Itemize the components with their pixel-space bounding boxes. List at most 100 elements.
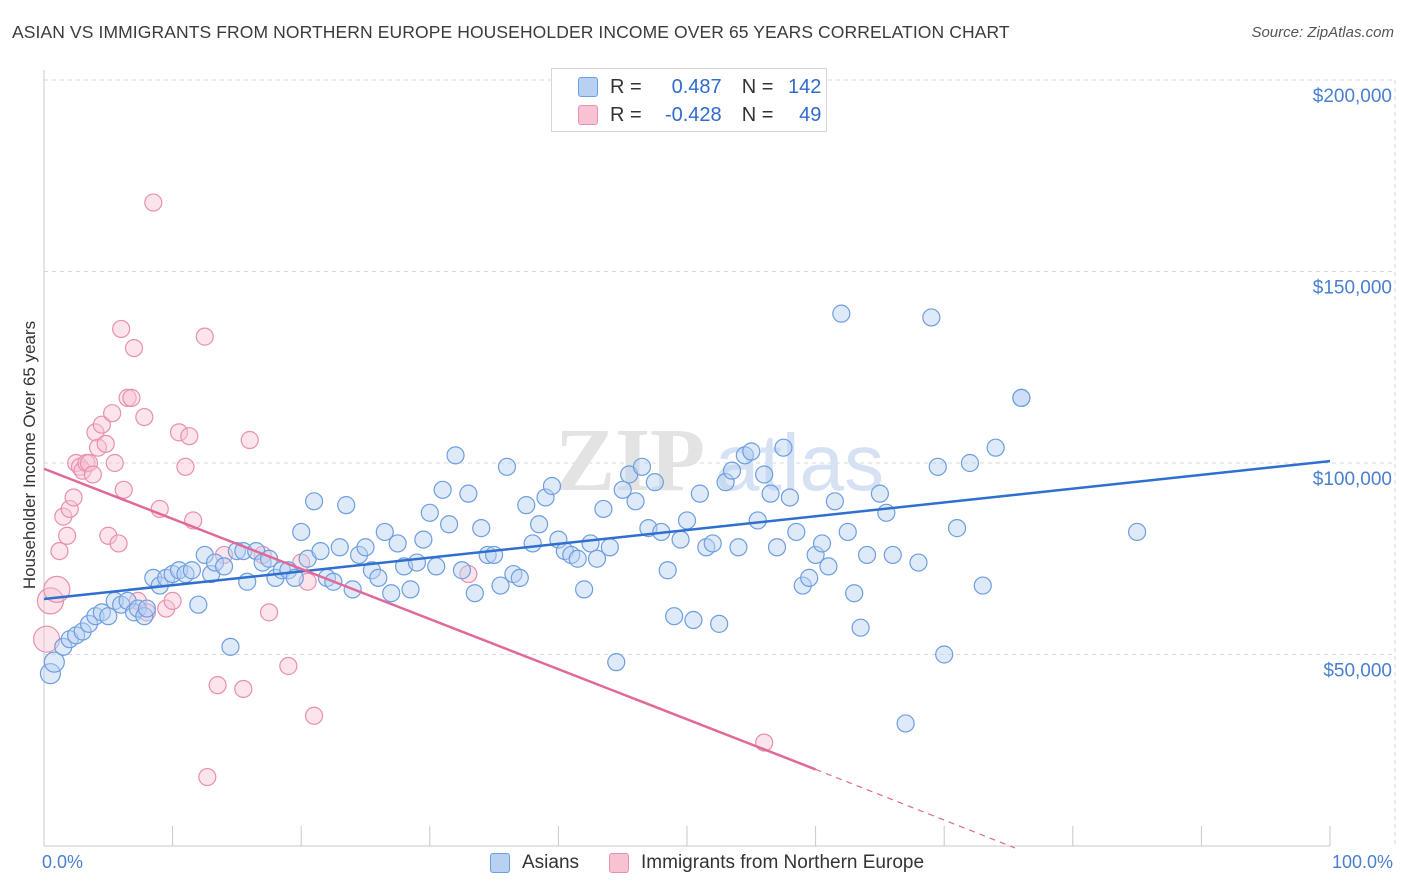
asian-point (523, 534, 542, 553)
asian-point (382, 584, 401, 603)
series-legend: Asians Immigrants from Northern Europe (490, 852, 954, 874)
asian-point (414, 530, 433, 549)
asians-swatch (578, 77, 598, 97)
x-ticks (43, 826, 1331, 846)
asian-point (587, 549, 607, 568)
asian-point (369, 568, 388, 588)
legend-item-immigrants[interactable]: Immigrants from Northern Europe (609, 852, 924, 874)
y-tick-label-2: $150,000 (1313, 278, 1392, 299)
asian-point (851, 618, 870, 637)
asian-point (530, 515, 549, 534)
asian-point (870, 484, 890, 503)
asian-point (517, 496, 536, 515)
asian-point (812, 534, 832, 553)
asian-point (1012, 388, 1031, 407)
asian-point (883, 545, 902, 565)
immigrant-point (259, 603, 279, 622)
asian-point (491, 576, 510, 595)
asian-point (182, 561, 201, 580)
immigrant-point (112, 319, 131, 339)
legend-n-value-immigrants: 49 (799, 103, 822, 126)
asian-point (420, 503, 439, 522)
asian-point (465, 584, 484, 603)
immigrant-point (176, 457, 195, 476)
asian-point (710, 614, 729, 633)
immigrant-point (124, 339, 144, 358)
immigrants-trend-line (43, 467, 817, 771)
asian-point (838, 522, 857, 542)
asian-point (600, 538, 619, 557)
asian-point (806, 545, 825, 565)
y-axis-label: Householder Income Over 65 years (20, 320, 39, 590)
legend-item-asians[interactable]: Asians (490, 852, 579, 874)
asian-point (304, 492, 324, 511)
asian-point (459, 484, 478, 503)
legend-n-value-asians: 142 (788, 75, 822, 98)
immigrant-point (169, 423, 189, 442)
asian-point (189, 595, 208, 614)
y-tick-label-0: $50,000 (1323, 661, 1392, 682)
immigrant-point (180, 427, 199, 446)
immigrant-point (234, 679, 253, 699)
immigrant-point (60, 499, 79, 519)
immigrant-point (114, 480, 133, 499)
asian-point (947, 519, 967, 538)
legend-row-asians: R = 0.487 N = 142 (552, 73, 821, 101)
legend-r-value-immigrants: -0.428 (664, 103, 722, 126)
immigrant-point (198, 767, 217, 787)
asian-point (375, 522, 394, 542)
asian-point (433, 480, 452, 499)
asian-point (986, 438, 1005, 457)
y-tick-label-3: $200,000 (1313, 86, 1392, 107)
immigrant-point (64, 488, 83, 507)
immigrant-point (279, 656, 298, 676)
asians-legend-swatch (490, 853, 510, 873)
y-tick-label-1: $100,000 (1313, 469, 1392, 490)
x-tick-label-min: 0.0% (42, 852, 84, 872)
correlation-legend: R = 0.487 N = 142 R = -0.428 N = 49 (551, 68, 827, 132)
immigrant-point (58, 526, 77, 545)
asian-point (497, 457, 517, 476)
asian-point (684, 610, 703, 630)
asian-point (446, 446, 465, 465)
asian-point (214, 557, 234, 576)
legend-row-immigrants: R = -0.428 N = 49 (552, 101, 821, 129)
x-tick-label-max: 100.0% (1331, 852, 1393, 872)
asian-point (205, 553, 225, 572)
asian-point (39, 663, 62, 685)
immigrant-point (99, 526, 118, 545)
immigrant-point (50, 541, 69, 561)
asian-point (536, 488, 555, 507)
asian-point (825, 492, 844, 511)
legend-r-label: R = (610, 103, 642, 126)
asian-point (671, 530, 690, 549)
asian-point (626, 492, 645, 511)
immigrant-point (304, 706, 324, 725)
y-tick-labels: $50,000 $100,000 $150,000 $200,000 (1313, 86, 1392, 682)
asian-point (311, 541, 330, 561)
asian-point (645, 473, 664, 492)
asian-point (677, 511, 697, 530)
asian-point (388, 534, 407, 553)
asian-point (755, 465, 774, 484)
immigrant-point (208, 676, 227, 695)
asian-point (43, 651, 65, 673)
asian-point (928, 457, 947, 476)
asian-point (137, 599, 156, 618)
source-label: Source: ZipAtlas.com (1251, 24, 1394, 41)
asian-point (819, 557, 838, 576)
asian-point (292, 522, 311, 542)
asian-point (973, 576, 992, 595)
asian-point (832, 304, 851, 323)
asian-point (221, 637, 240, 656)
asian-point (722, 461, 742, 480)
asian-point (195, 545, 214, 565)
asian-point (922, 308, 941, 327)
asian-point (742, 442, 761, 461)
asian-point (703, 534, 722, 553)
asian-point (607, 653, 626, 672)
asian-point (575, 580, 594, 599)
asian-point (427, 557, 446, 576)
immigrants-swatch (578, 105, 598, 125)
